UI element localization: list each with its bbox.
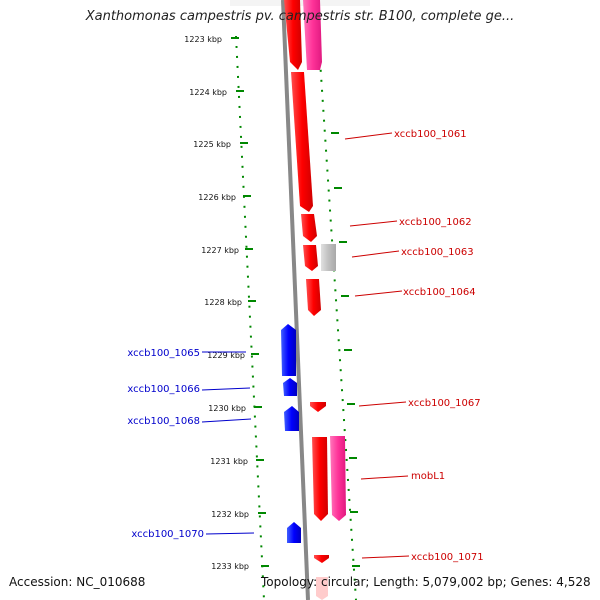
label-xccb100_1064[interactable]: xccb100_1064 — [403, 287, 476, 298]
gene-xccb100_1067-cds[interactable] — [310, 402, 326, 412]
label-mobL1[interactable]: mobL1 — [411, 471, 445, 482]
kbp-label-1223: 1223 kbp — [184, 35, 222, 44]
ruler-track-outer-left — [235, 35, 265, 600]
reverse-features — [281, 324, 301, 543]
kbp-label-1232: 1232 kbp — [211, 510, 249, 519]
kbp-label-1233: 1233 kbp — [211, 562, 249, 571]
label-xccb100_1061[interactable]: xccb100_1061 — [394, 129, 467, 140]
forward-features — [284, 0, 346, 600]
gene-xccb100_1071-cds[interactable] — [314, 555, 329, 563]
gene-xccb100_1063-pseudo[interactable] — [321, 244, 336, 271]
gene-xccb100_1065-cds[interactable] — [281, 324, 296, 376]
gene-xccb100_1064-cds[interactable] — [306, 279, 321, 316]
gene-xccb100_1070-cds[interactable] — [287, 522, 301, 543]
label-xccb100_1070[interactable]: xccb100_1070 — [131, 529, 204, 540]
label-xccb100_1067[interactable]: xccb100_1067 — [408, 398, 481, 409]
gene-xccb100_1062-cds[interactable] — [301, 214, 317, 242]
label-xccb100_1065[interactable]: xccb100_1065 — [127, 348, 200, 359]
accession-text: Accession: NC_010688 — [9, 575, 146, 589]
ruler-track-outer-right — [315, 0, 357, 600]
gene-xccb100_1061-cds[interactable] — [291, 72, 313, 212]
label-xccb100_1068[interactable]: xccb100_1068 — [127, 416, 200, 427]
ruler-ticks-right — [331, 132, 360, 567]
gene-xccb100_1068-cds[interactable] — [284, 406, 299, 431]
kbp-label-1227: 1227 kbp — [201, 246, 239, 255]
gene-xccb100_1061-cds-top[interactable] — [284, 0, 302, 70]
kbp-label-1229: 1229 kbp — [207, 351, 245, 360]
genome-backbone — [281, 0, 310, 600]
gene-labels: xccb100_1061 xccb100_1062 xccb100_1063 x… — [127, 129, 483, 563]
gene-xccb100_1066-cds[interactable] — [283, 378, 297, 396]
map-title: Xanthomonas campestris pv. campestris st… — [85, 9, 515, 24]
ruler-ticks: 1223 kbp 1224 kbp 1225 kbp 1226 kbp 1227… — [184, 35, 269, 571]
gene-xccb100_1061-gene-top[interactable] — [303, 0, 322, 70]
ruler-tracks — [235, 0, 357, 600]
gene-partial-bottom — [316, 577, 328, 600]
gene-xccb100_1063-cds[interactable] — [303, 245, 318, 271]
topology-summary-text: Topology: circular; Length: 5,079,002 bp… — [261, 575, 591, 589]
kbp-label-1230: 1230 kbp — [208, 404, 246, 413]
label-xccb100_1066[interactable]: xccb100_1066 — [127, 384, 200, 395]
kbp-label-1228: 1228 kbp — [204, 298, 242, 307]
gene-mobL1-gene[interactable] — [330, 436, 346, 521]
gene-mobL1-cds[interactable] — [312, 437, 328, 521]
label-xccb100_1071[interactable]: xccb100_1071 — [411, 552, 484, 563]
kbp-label-1224: 1224 kbp — [189, 88, 227, 97]
kbp-label-1225: 1225 kbp — [193, 140, 231, 149]
label-xccb100_1063[interactable]: xccb100_1063 — [401, 247, 474, 258]
label-xccb100_1062[interactable]: xccb100_1062 — [399, 217, 472, 228]
kbp-label-1226: 1226 kbp — [198, 193, 236, 202]
leader-lines — [201, 132, 410, 559]
kbp-label-1231: 1231 kbp — [210, 457, 248, 466]
